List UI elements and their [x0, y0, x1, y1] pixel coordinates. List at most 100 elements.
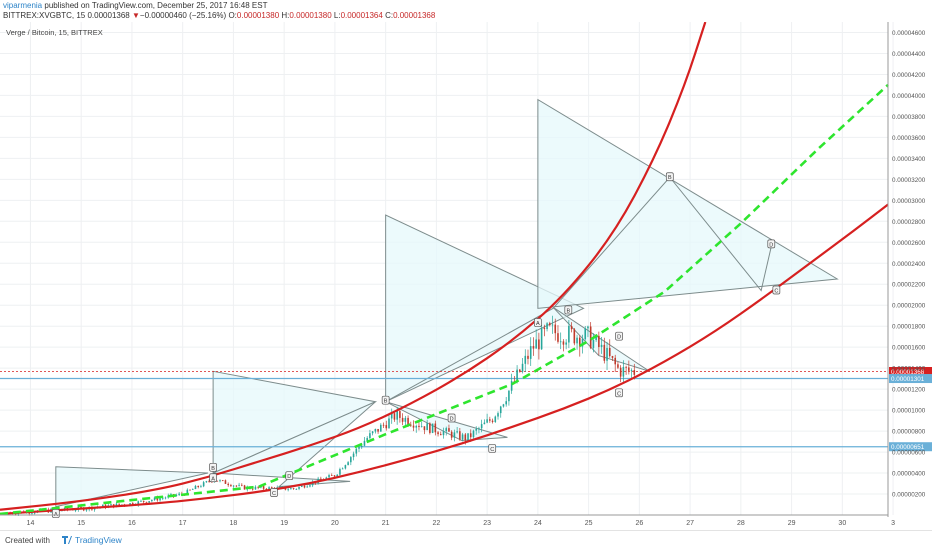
candle-body [360, 445, 363, 448]
wave-label-box [488, 444, 497, 453]
y-tick-label: 0.00001200 [892, 387, 926, 394]
candle-body [230, 485, 232, 487]
candle-body [576, 337, 578, 344]
parabolic-curve [0, 21, 707, 511]
triangle-patterns [55, 98, 839, 508]
candle-body [137, 501, 140, 505]
candle-body [598, 335, 600, 348]
candle-body [565, 342, 567, 345]
candle-body [510, 381, 513, 391]
y-tick-label: 0.00001800 [892, 324, 926, 331]
candle-body [543, 327, 546, 330]
wave-label-box [209, 473, 217, 483]
wave-label-box [767, 239, 776, 249]
x-tick-label: 30 [838, 520, 846, 527]
last-price: 0.00001368 [87, 11, 130, 20]
created-with-text: Created with [5, 536, 50, 545]
candle-body [205, 481, 208, 483]
candle-body [401, 417, 404, 422]
trend-line [0, 83, 889, 516]
triangle-pattern [55, 466, 209, 508]
candle-body [371, 431, 374, 434]
candle-body [628, 367, 630, 371]
candle-body [148, 501, 150, 503]
candle-body [197, 485, 200, 487]
candle-body [227, 483, 229, 486]
author-link[interactable]: viparmenia [3, 1, 43, 10]
candle-body [300, 485, 303, 487]
candle-body [142, 500, 145, 502]
triangle-pattern [385, 401, 508, 442]
candle-body [603, 344, 606, 361]
x-tick-label: 25 [585, 520, 593, 527]
wave-label-box [381, 395, 390, 405]
parabolic-curves [0, 21, 889, 516]
candle-body [382, 424, 385, 426]
y-tick-label: 0.00000400 [892, 471, 926, 478]
candle-body [202, 482, 205, 487]
wave-label-box [534, 318, 542, 327]
candle-body [344, 465, 347, 469]
tradingview-brand[interactable]: TradingView [62, 535, 122, 545]
candle-body [31, 513, 33, 515]
candle-body [254, 486, 257, 490]
y-tick-label: 0.00000800 [892, 429, 926, 436]
candle-body [85, 509, 88, 511]
candle-body [287, 489, 289, 491]
candle-body [352, 453, 355, 458]
candle-body [355, 448, 358, 454]
candle-body [404, 417, 407, 422]
x-tick-label: 19 [280, 520, 288, 527]
candle-body [265, 488, 268, 490]
candle-body [303, 485, 306, 488]
candle-body [442, 431, 445, 436]
candle-body [243, 485, 246, 490]
candle-body [110, 504, 112, 506]
candle-body [527, 355, 529, 359]
candle-body [151, 500, 153, 502]
wave-label-box [615, 388, 623, 398]
candle-body [235, 485, 238, 487]
wave-label: A [536, 321, 540, 327]
wave-label: B [668, 175, 672, 181]
candle-body [298, 486, 300, 489]
candle-body [358, 447, 360, 449]
high-value: 0.00001380 [289, 11, 332, 20]
candle-body [191, 489, 194, 490]
candle-body [459, 431, 461, 440]
candle-body [102, 504, 104, 507]
candle-body [350, 457, 352, 463]
candle-body [437, 432, 439, 435]
close-label: C: [385, 11, 394, 20]
y-tick-label: 0.00002200 [892, 282, 926, 289]
wave-label: C [272, 491, 276, 497]
x-tick-label: 24 [534, 520, 542, 527]
wave-label: D [450, 416, 454, 422]
candle-body [388, 418, 390, 429]
candle-body [292, 488, 295, 490]
candle-body [219, 480, 221, 482]
price-tag-label: 0.00000651 [891, 444, 925, 451]
candle-body [478, 428, 480, 430]
tradingview-logo-icon [62, 536, 72, 544]
y-tick-label: 0.00003000 [892, 198, 926, 205]
candle-body [464, 434, 467, 441]
candle-body [532, 346, 535, 349]
publish-text: published on TradingView.com, December 2… [42, 1, 268, 10]
candle-body [320, 478, 322, 480]
candle-body [551, 324, 554, 326]
y-tick-label: 0.00004400 [892, 51, 926, 58]
tradingview-brand-label: TradingView [75, 535, 122, 545]
wave-label-box [615, 331, 623, 341]
candle-body [617, 364, 619, 368]
candle-body [14, 513, 17, 515]
candle-body [374, 428, 377, 432]
candle-body [505, 401, 507, 405]
candle-body [268, 487, 270, 490]
x-tick-label: 20 [331, 520, 339, 527]
wave-label: D [769, 242, 773, 248]
price-tag [889, 367, 932, 377]
wave-label-box [772, 285, 781, 295]
